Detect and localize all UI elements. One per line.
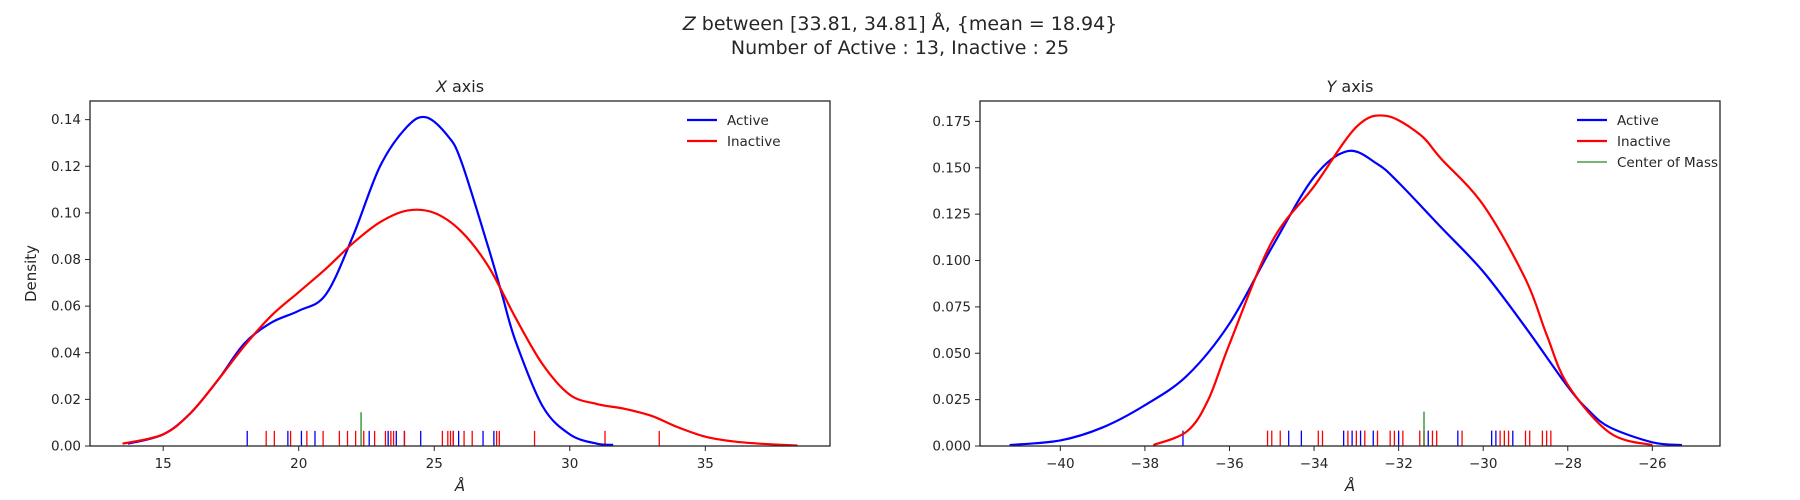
y-tick-label: 0.00	[51, 439, 81, 455]
y-tick-label: 0.04	[51, 345, 81, 361]
x-tick-label: −28	[1554, 456, 1583, 472]
suptitle-line-1: Z between [33.81, 34.81] Å, {mean = 18.9…	[0, 12, 1800, 36]
figure-suptitle: Z between [33.81, 34.81] Å, {mean = 18.9…	[0, 12, 1800, 60]
y-tick-label: 0.12	[51, 159, 81, 175]
x-tick-label: 15	[155, 456, 172, 472]
y-tick-label: 0.175	[932, 114, 971, 130]
panel-title: X axis	[435, 77, 484, 96]
chart-panel-2: Y axis −40 −38 −36 −34 −32 −30 −28 −26 0.000 0.025…	[932, 77, 1721, 495]
x-tick-label: −36	[1215, 456, 1244, 472]
series-line-active	[127, 115, 614, 446]
x-tick-label: −34	[1300, 456, 1329, 472]
suptitle-line-2: Number of Active : 13, Inactive : 25	[730, 37, 1070, 59]
y-tick-label: 0.075	[932, 299, 971, 315]
x-tick-label: −38	[1131, 456, 1160, 472]
plot-frame	[89, 100, 831, 447]
x-tick-label: −26	[1638, 456, 1667, 472]
legend-label-inactive: Inactive	[727, 134, 781, 150]
panel-title: Y axis	[1327, 77, 1374, 96]
y-tick-label: 0.025	[932, 392, 971, 408]
plot-frame	[979, 100, 1721, 447]
y-tick-label: 0.050	[932, 346, 971, 362]
series-line-inactive	[122, 208, 798, 447]
legend-label-center-of-mass: Center of Mass	[1617, 155, 1718, 171]
y-tick-label: 0.02	[51, 392, 81, 408]
x-axis-label: Å	[454, 476, 465, 495]
y-tick-label: 0.000	[932, 439, 971, 455]
x-tick-label: 35	[697, 456, 714, 472]
panel-title-variable: X	[435, 77, 448, 96]
x-tick-label: 30	[561, 456, 578, 472]
series-line-inactive	[1152, 114, 1653, 447]
panel-title-text: axis	[1336, 77, 1373, 96]
x-tick-label: 20	[290, 456, 307, 472]
y-tick-label: 0.06	[51, 299, 81, 315]
x-tick-label: 25	[426, 456, 443, 472]
legend-label-inactive: Inactive	[1617, 134, 1671, 150]
legend: Active Inactive	[687, 113, 781, 150]
suptitle-line-1-text: between [33.81, 34.81] Å, {mean = 18.94}	[695, 13, 1118, 35]
suptitle-variable: Z	[682, 13, 696, 35]
y-tick-label: 0.10	[51, 205, 81, 221]
chart-panel-1: X axis 15 20 25 30 35 0.00 0.02 0.04 0.06 0.08 0.10…	[22, 77, 831, 495]
x-tick-label: −40	[1046, 456, 1075, 472]
y-tick-label: 0.125	[932, 207, 971, 223]
x-tick-label: −32	[1384, 456, 1413, 472]
y-tick-label: 0.08	[51, 252, 81, 268]
legend: Active Inactive Center of Mass	[1577, 113, 1718, 171]
legend-label-active: Active	[1617, 113, 1659, 129]
series-line-active	[1009, 149, 1683, 447]
panel-title-text: axis	[447, 77, 484, 96]
y-tick-label: 0.14	[51, 112, 81, 128]
panel-title-variable: Y	[1327, 77, 1338, 96]
y-tick-label: 0.150	[932, 160, 971, 176]
x-tick-label: −30	[1469, 456, 1498, 472]
legend-label-active: Active	[727, 113, 769, 129]
y-axis-label: Density	[22, 245, 40, 302]
x-axis-label: Å	[1344, 476, 1355, 495]
y-tick-label: 0.100	[932, 253, 971, 269]
